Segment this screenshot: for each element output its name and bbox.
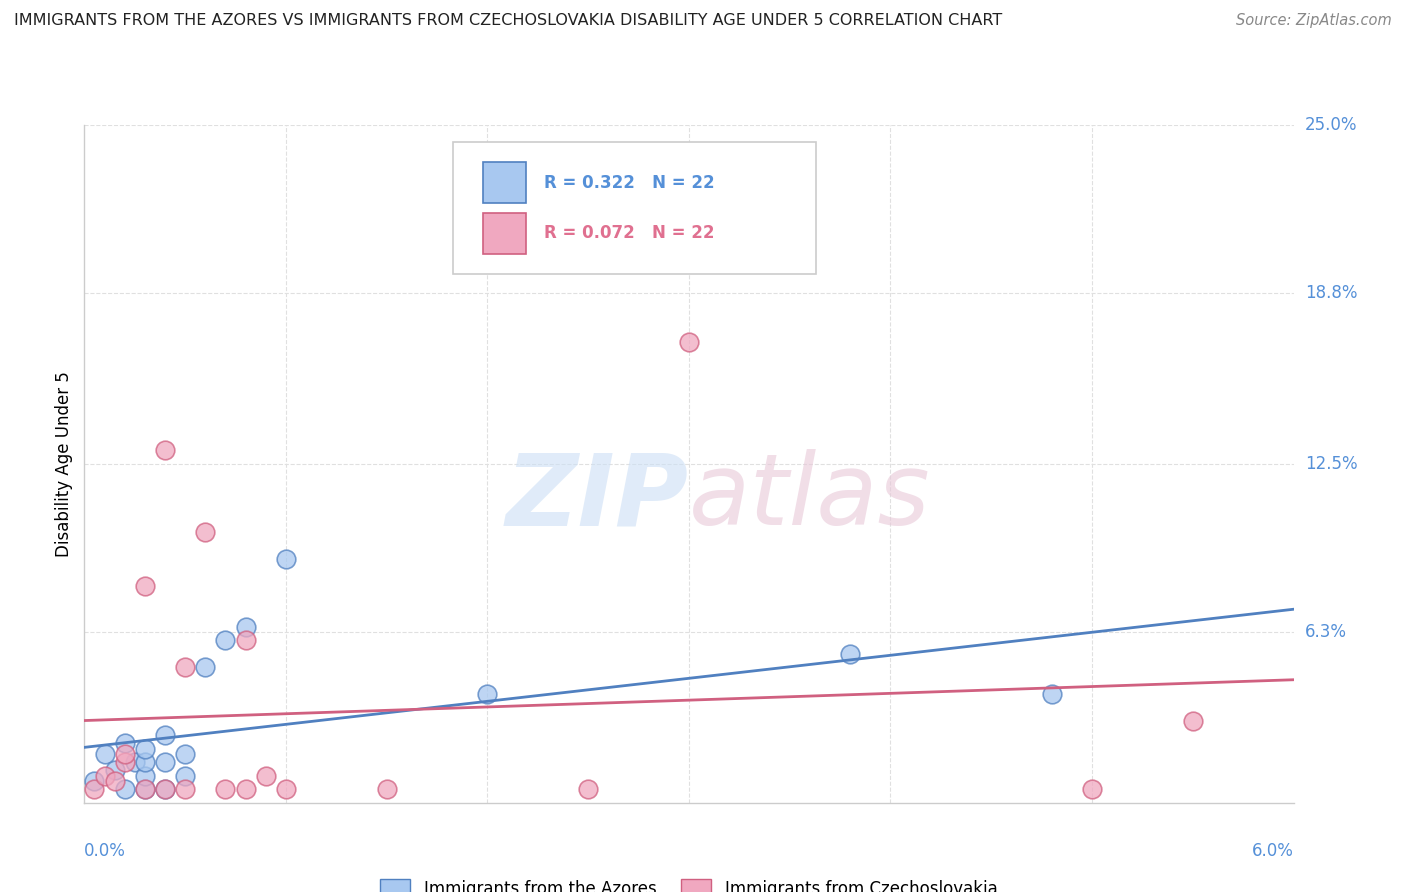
FancyBboxPatch shape (484, 162, 526, 202)
Point (153, 755, 176, 769)
Text: R = 0.072   N = 22: R = 0.072 N = 22 (544, 225, 714, 243)
FancyBboxPatch shape (484, 213, 526, 253)
Point (1181, 714, 1204, 729)
Point (134, 755, 156, 769)
Point (274, 551, 297, 566)
Point (194, 524, 217, 539)
Text: 0.0%: 0.0% (84, 842, 127, 860)
Text: R = 0.322   N = 22: R = 0.322 N = 22 (544, 174, 714, 192)
Point (134, 741, 156, 756)
Text: ZIP: ZIP (506, 450, 689, 546)
Point (274, 782, 297, 797)
Point (153, 782, 176, 797)
Text: 6.3%: 6.3% (1305, 623, 1347, 641)
Text: IMMIGRANTS FROM THE AZORES VS IMMIGRANTS FROM CZECHOSLOVAKIA DISABILITY AGE UNDE: IMMIGRANTS FROM THE AZORES VS IMMIGRANTS… (14, 13, 1002, 29)
Point (174, 782, 197, 797)
Point (1081, 782, 1104, 797)
Point (235, 619, 257, 633)
Text: Source: ZipAtlas.com: Source: ZipAtlas.com (1236, 13, 1392, 29)
Point (114, 755, 136, 769)
Point (254, 769, 277, 783)
Text: atlas: atlas (689, 450, 931, 546)
Point (576, 782, 599, 797)
Point (134, 782, 156, 797)
Point (104, 774, 127, 789)
Point (235, 782, 257, 797)
Point (174, 769, 197, 783)
Point (114, 782, 136, 797)
Point (174, 660, 197, 674)
Point (124, 755, 146, 769)
Text: 18.8%: 18.8% (1305, 284, 1357, 302)
Point (477, 687, 499, 701)
Point (214, 633, 236, 648)
Point (235, 633, 257, 648)
Point (134, 769, 156, 783)
Point (93, 747, 115, 761)
Point (104, 764, 127, 778)
Point (134, 579, 156, 593)
Point (153, 728, 176, 742)
Y-axis label: Disability Age Under 5: Disability Age Under 5 (55, 371, 73, 557)
Text: 12.5%: 12.5% (1305, 455, 1357, 473)
Point (114, 747, 136, 761)
Point (93, 769, 115, 783)
Point (375, 782, 398, 797)
Legend: Immigrants from the Azores, Immigrants from Czechoslovakia: Immigrants from the Azores, Immigrants f… (374, 872, 1004, 892)
Text: 6.0%: 6.0% (1251, 842, 1294, 860)
Point (194, 660, 217, 674)
Point (214, 782, 236, 797)
Point (114, 736, 136, 750)
Point (678, 334, 700, 349)
Point (174, 747, 197, 761)
Text: 25.0%: 25.0% (1305, 116, 1357, 134)
Point (134, 782, 156, 797)
Point (839, 647, 862, 661)
Point (83, 782, 105, 797)
Point (153, 443, 176, 458)
Point (83, 774, 105, 789)
FancyBboxPatch shape (453, 142, 815, 274)
Point (1040, 687, 1063, 701)
Point (153, 782, 176, 797)
